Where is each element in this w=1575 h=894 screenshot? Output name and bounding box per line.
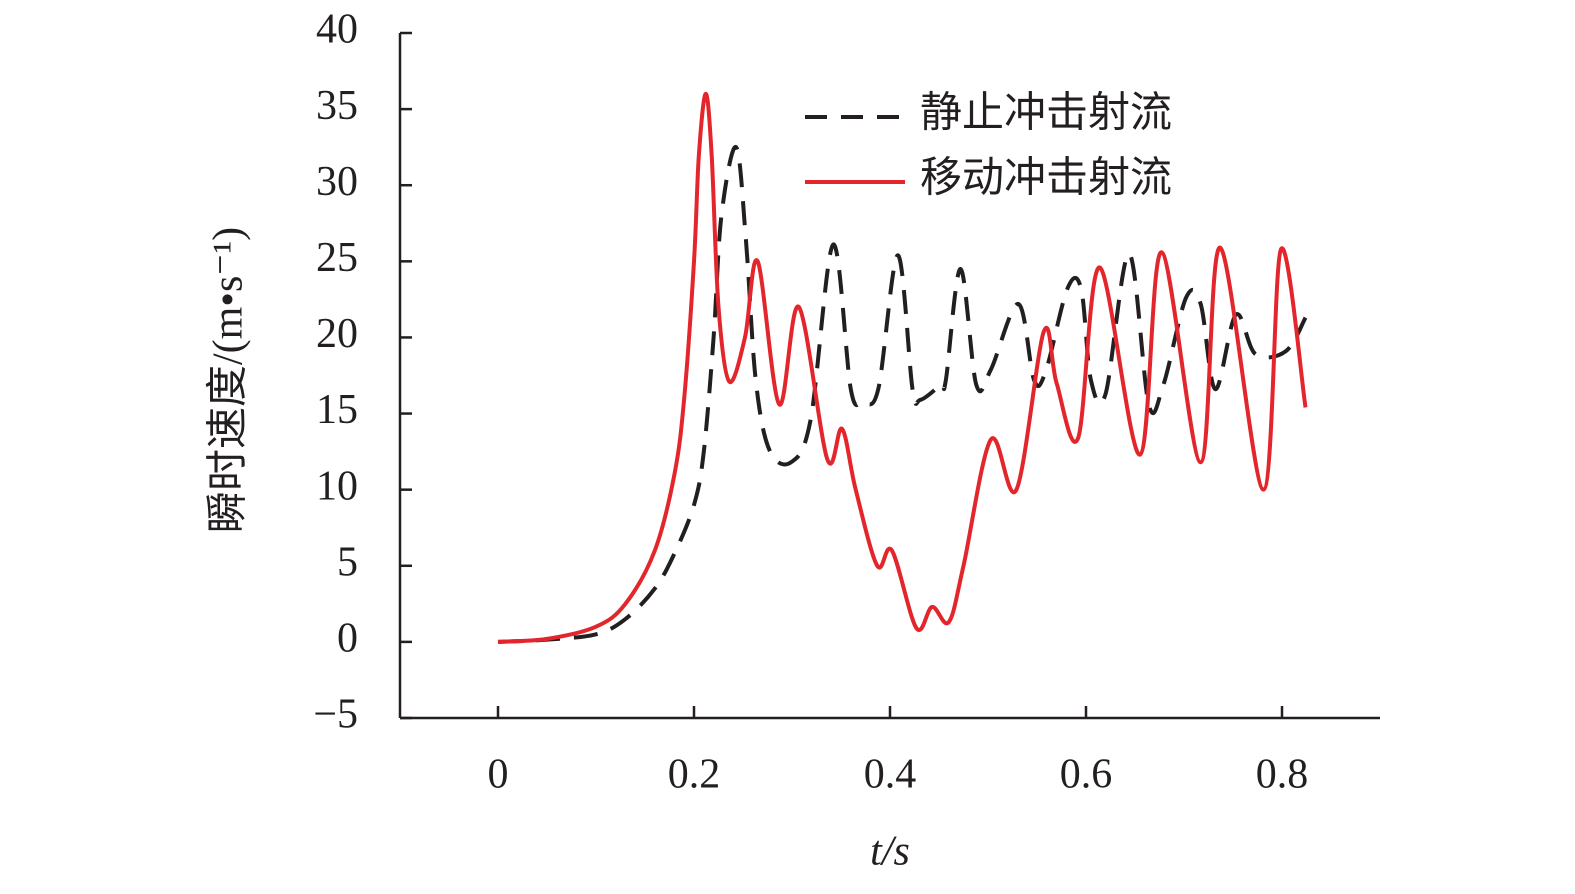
series-line: [497, 145, 1308, 644]
legend-label: 静止冲击射流: [920, 91, 1172, 137]
y-tick-label: 15: [316, 387, 358, 433]
y-tick-label: 10: [316, 463, 358, 509]
x-tick-label: 0.4: [864, 752, 917, 798]
y-tick-label: 40: [316, 7, 358, 53]
legend-label: 移动冲击射流: [920, 156, 1172, 202]
y-tick-label: −5: [313, 692, 358, 738]
y-axis-title: 瞬时速度/(m•s⁻¹): [206, 227, 252, 533]
x-axis-title: t/s: [870, 829, 910, 875]
x-tick-label: 0.8: [1256, 752, 1309, 798]
x-tick-label: 0.6: [1060, 752, 1113, 798]
y-tick-label: 0: [337, 616, 358, 662]
y-tick-label: 20: [316, 311, 358, 357]
x-tick-label: 0.2: [668, 752, 721, 798]
y-tick-label: 35: [316, 83, 358, 129]
x-tick-label: 0: [488, 752, 509, 798]
y-tick-label: 30: [316, 159, 358, 205]
y-tick-label: 25: [316, 235, 358, 281]
y-tick-label: 5: [337, 539, 358, 585]
series-line: [497, 91, 1308, 644]
